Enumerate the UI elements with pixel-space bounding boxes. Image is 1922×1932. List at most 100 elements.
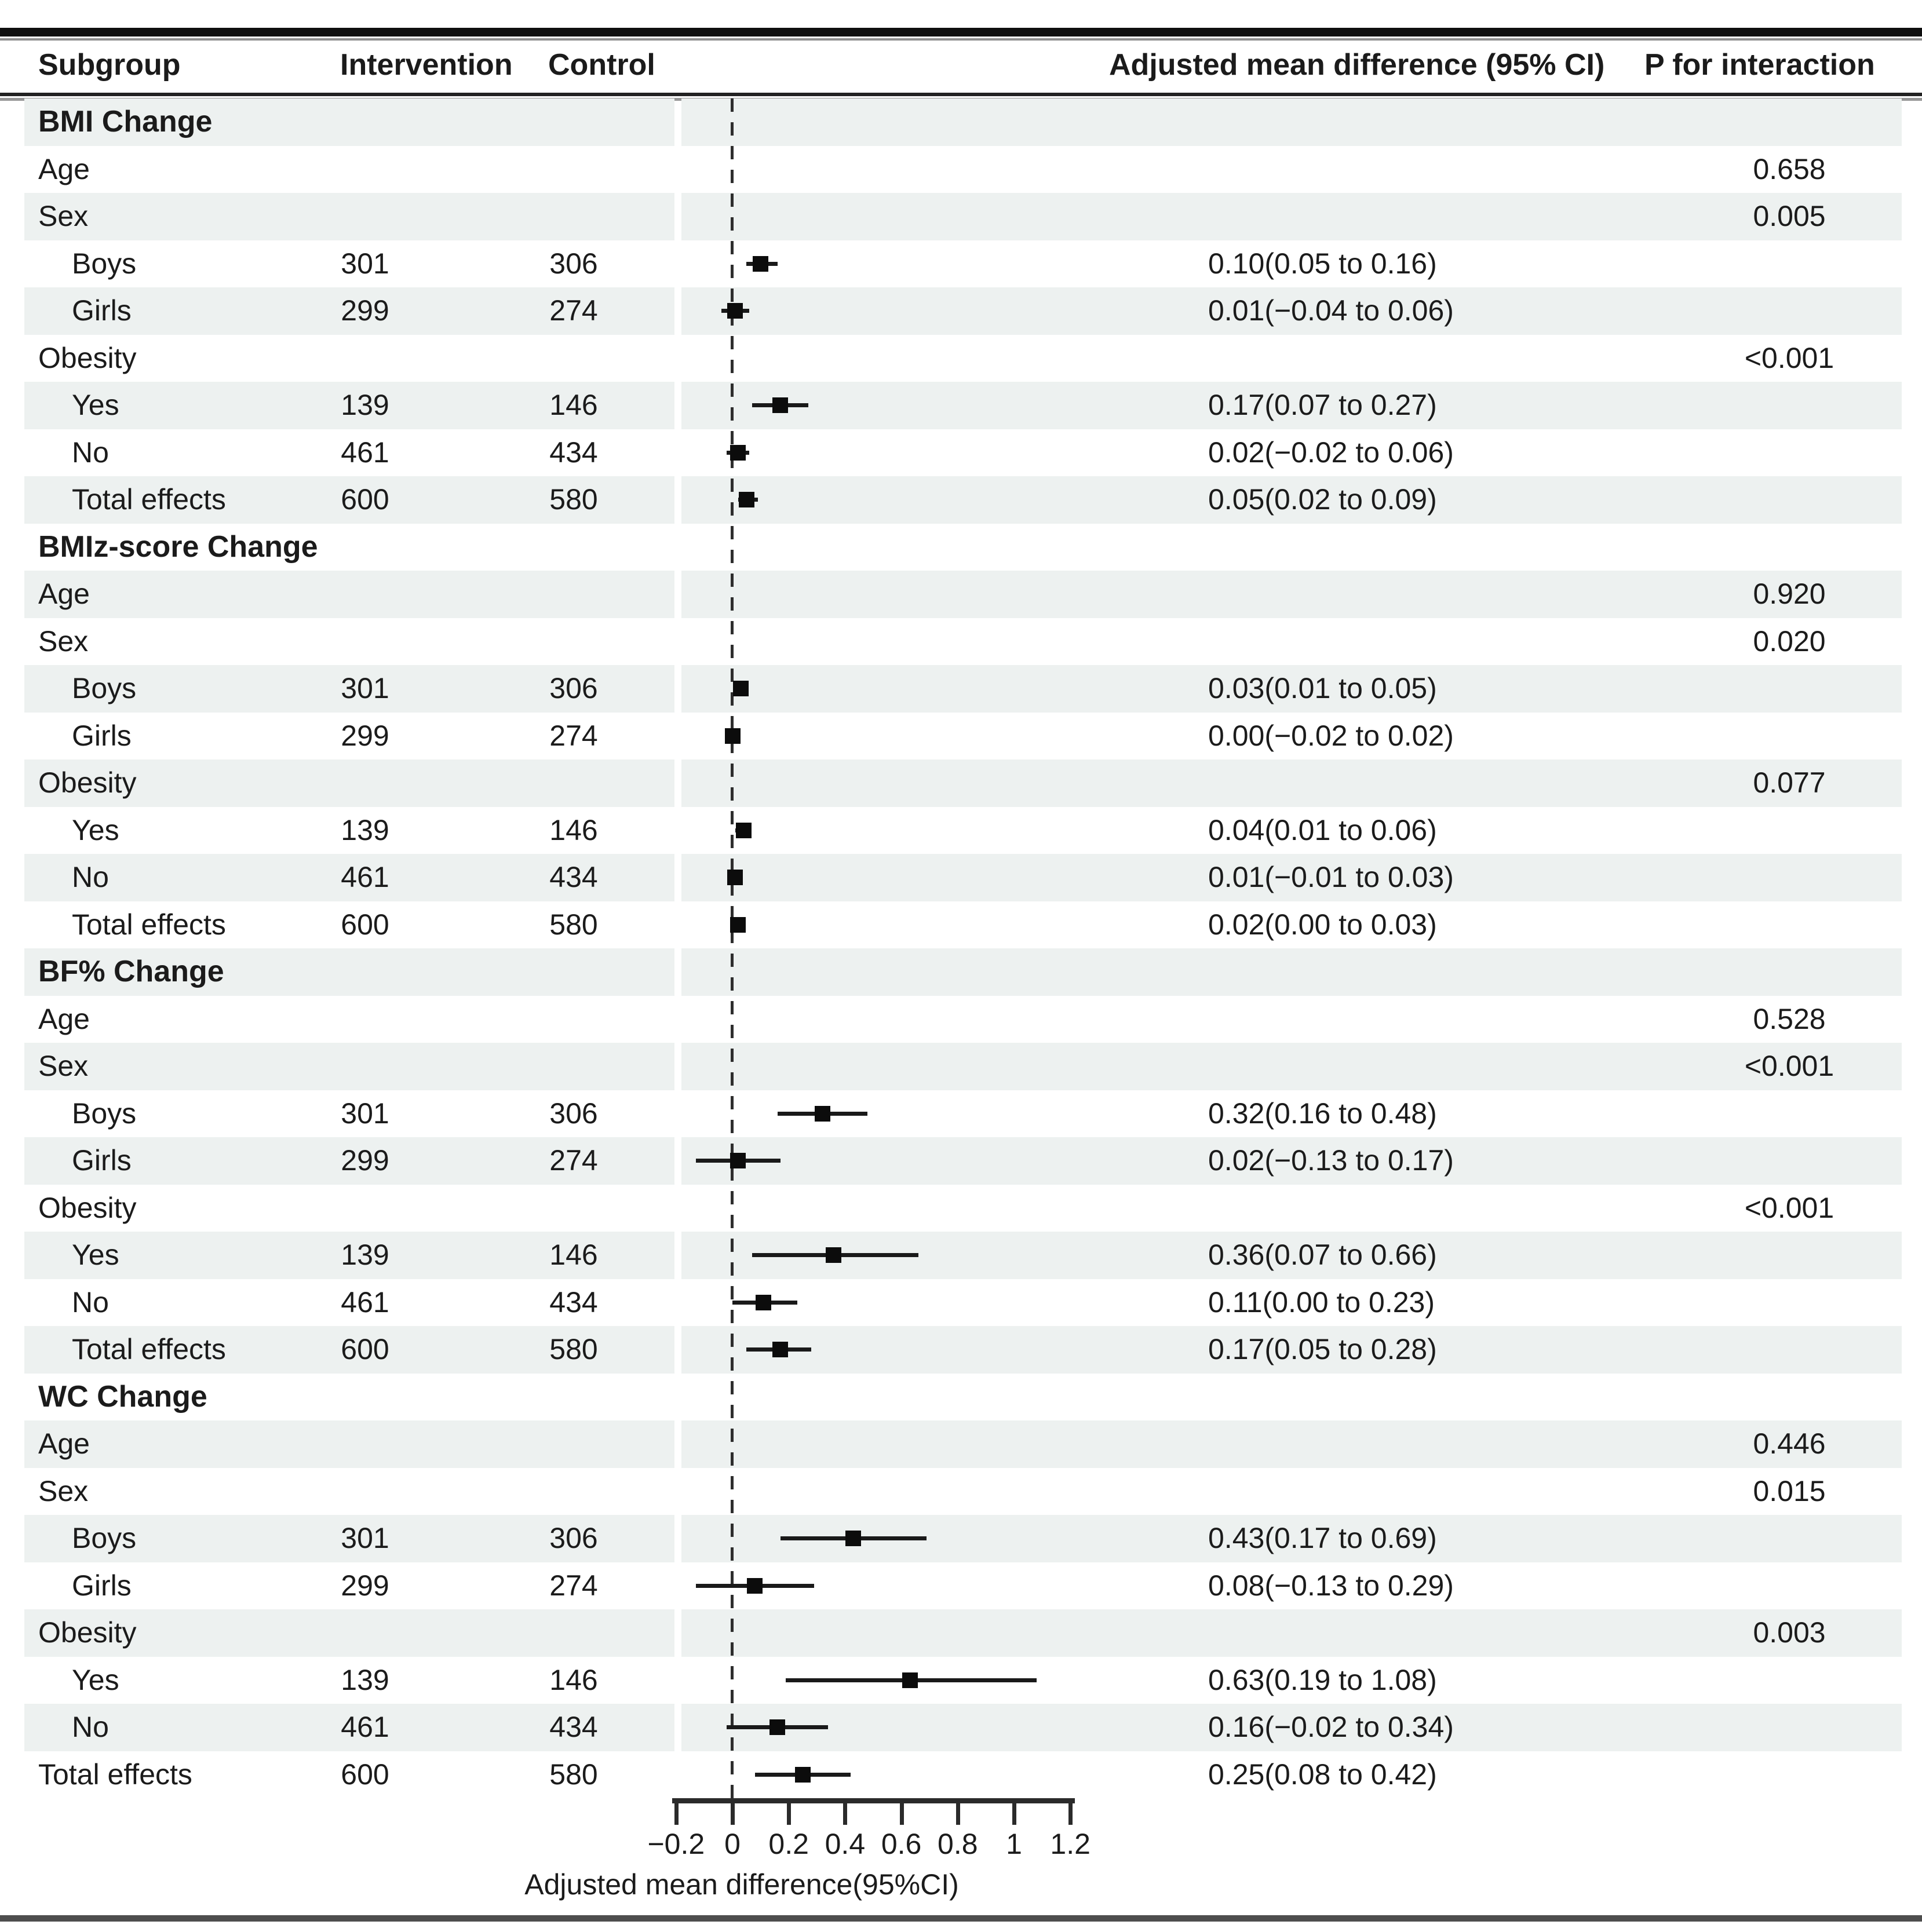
x-axis-tick-label: 0.2 [768,1828,809,1860]
subgroup-label: Total effects [38,1758,192,1791]
row-band [681,948,1902,996]
factor-row: Age 0.658 [0,146,1922,193]
intervention-n-value: 301 [341,247,389,280]
outcome-section-label: WC Change [38,1379,207,1414]
point-estimate-marker [755,1294,771,1310]
p-for-interaction-value: 0.528 [1753,1002,1826,1035]
factor-label: Age [38,1002,90,1035]
point-estimate-marker [769,1719,786,1736]
x-axis-tick [787,1798,792,1825]
data-row: Total effects 600 580 0.05(0.02 to 0.09) [0,476,1922,524]
column-header-control: Control [548,48,655,82]
outcome-section-label: BF% Change [38,955,224,988]
control-n-value: 306 [549,1097,598,1130]
ci-text-value: 0.17(0.07 to 0.27) [1208,389,1437,421]
top-border-line [0,28,1922,36]
data-row: Girls 299 274 0.00(−0.02 to 0.02) [0,713,1922,760]
data-row: Yes 139 146 0.17(0.07 to 0.27) [0,382,1922,429]
factor-label: Obesity [38,1191,137,1224]
intervention-n-value: 600 [341,1333,389,1365]
x-axis-tick-label: −0.2 [647,1828,705,1860]
outcome-section-label: BMI Change [38,105,213,138]
x-axis-tick [955,1798,960,1825]
factor-label: Age [38,1427,90,1460]
point-estimate-marker [826,1247,842,1263]
data-row: No 461 434 0.01(−0.01 to 0.03) [0,854,1922,901]
p-for-interaction-value: 0.446 [1753,1427,1826,1460]
intervention-n-value: 461 [341,861,389,893]
row-band [681,287,1902,335]
subgroup-label: Yes [72,389,119,421]
row-band [681,193,1902,240]
ci-text-value: 0.04(0.01 to 0.06) [1208,813,1437,846]
section-row: BMIz-score Change [0,524,1922,571]
row-band [24,1043,674,1090]
intervention-n-value: 600 [341,483,389,516]
row-band [24,287,674,335]
x-axis-line [672,1798,1075,1803]
p-for-interaction-value: <0.001 [1744,341,1835,374]
subgroup-label: No [72,861,109,893]
column-header-intervention: Intervention [340,48,513,82]
row-band [681,1137,1902,1185]
subgroup-label: Yes [72,813,119,846]
subgroup-label: Girls [72,1569,132,1602]
ci-text-value: 0.43(0.17 to 0.69) [1208,1522,1437,1554]
row-band [24,1609,674,1657]
factor-label: Age [38,578,90,610]
control-n-value: 146 [549,389,598,421]
row-band [24,98,674,146]
row-band [681,1609,1902,1657]
row-band [681,98,1902,146]
subgroup-label: No [72,1285,109,1319]
data-row: Total effects 600 580 0.02(0.00 to 0.03) [0,901,1922,949]
ci-text-value: 0.25(0.08 to 0.42) [1208,1758,1437,1791]
control-n-value: 434 [549,1285,598,1319]
column-header-subgroup: Subgroup [38,48,181,82]
intervention-n-value: 600 [341,1758,389,1791]
x-axis-tick-label: 0.4 [825,1828,866,1860]
row-band [24,665,674,713]
point-estimate-marker [727,303,743,319]
p-for-interaction-value: 0.015 [1753,1474,1826,1507]
intervention-n-value: 299 [341,294,389,327]
header-separator-line [0,93,1922,96]
intervention-n-value: 301 [341,672,389,704]
subgroup-label: Total effects [72,908,226,941]
row-band [681,1704,1902,1751]
data-row: No 461 434 0.11(0.00 to 0.23) [0,1279,1922,1327]
point-estimate-marker [772,1342,789,1358]
x-axis-tick [1068,1798,1073,1825]
control-n-value: 146 [549,1663,598,1696]
x-axis-tick-label: 1.2 [1050,1828,1091,1860]
point-estimate-marker [772,397,789,414]
p-for-interaction-value: <0.001 [1744,1191,1835,1224]
row-band [681,1420,1902,1468]
factor-row: Sex 0.015 [0,1468,1922,1515]
intervention-n-value: 139 [341,813,389,846]
control-n-value: 274 [549,294,598,327]
data-row: Girls 299 274 0.01(−0.04 to 0.06) [0,287,1922,335]
x-axis-tick-label: 0.6 [881,1828,922,1860]
subgroup-label: Boys [72,1522,137,1554]
intervention-n-value: 461 [341,1711,389,1743]
factor-label: Obesity [38,1616,137,1649]
control-n-value: 306 [549,672,598,704]
factor-label: Sex [38,200,89,232]
factor-row: Obesity 0.077 [0,759,1922,807]
point-estimate-marker [795,1766,811,1783]
data-row: No 461 434 0.02(−0.02 to 0.06) [0,429,1922,477]
ci-text-value: 0.05(0.02 to 0.09) [1208,483,1437,516]
ci-text-value: 0.00(−0.02 to 0.02) [1208,719,1454,752]
control-n-value: 146 [549,813,598,846]
ci-text-value: 0.63(0.19 to 1.08) [1208,1663,1437,1696]
point-estimate-marker [730,916,746,933]
data-row: Boys 301 306 0.10(0.05 to 0.16) [0,240,1922,288]
ci-text-value: 0.16(−0.02 to 0.34) [1208,1711,1454,1743]
subgroup-label: Yes [72,1239,119,1271]
data-row: Total effects 600 580 0.17(0.05 to 0.28) [0,1326,1922,1374]
intervention-n-value: 301 [341,1522,389,1554]
ci-text-value: 0.02(0.00 to 0.03) [1208,908,1437,941]
row-band [681,854,1902,901]
row-band [24,1420,674,1468]
